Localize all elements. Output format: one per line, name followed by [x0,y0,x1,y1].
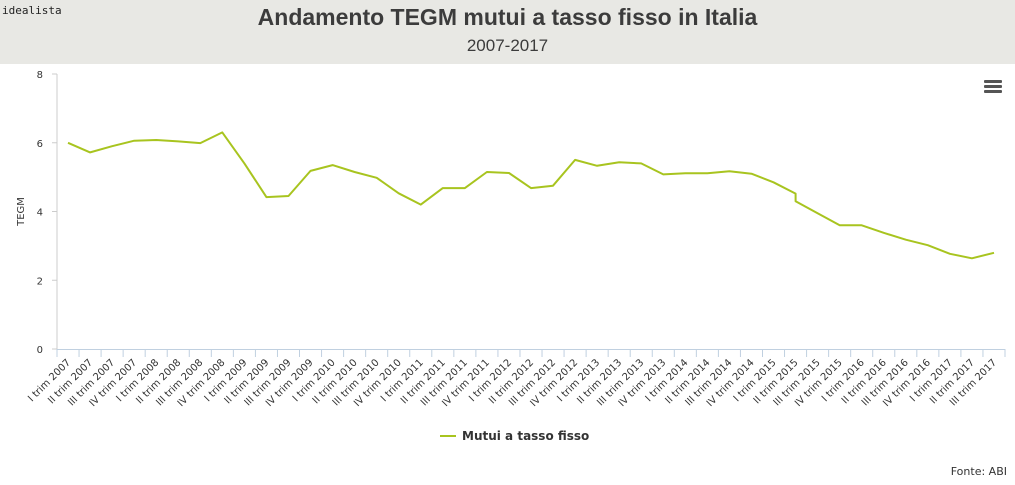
data-point [309,169,313,173]
chart-title: Andamento TEGM mutui a tasso fisso in It… [257,4,758,30]
data-point [948,252,952,256]
brand-logo: idealista [2,4,62,17]
data-point [705,171,709,175]
data-point [661,172,665,176]
data-point [595,164,599,168]
data-point [573,158,577,162]
data-point [176,139,180,143]
data-point [794,192,798,196]
data-point [419,203,423,207]
y-tick-label: 2 [37,276,43,287]
data-point [992,251,996,255]
data-point [286,194,290,198]
data-point [375,176,379,180]
data-point [154,138,158,142]
data-point [220,130,224,134]
data-point [970,256,974,260]
data-point [749,172,753,176]
data-point [617,160,621,164]
data-point [331,163,335,167]
data-point [397,191,401,195]
y-tick-label: 0 [37,345,43,356]
data-point [264,195,268,199]
chart-subtitle: 2007-2017 [466,36,549,55]
data-point [88,150,92,154]
legend-label: Mutui a tasso fisso [462,429,589,443]
data-point [198,141,202,145]
chart-header: idealista Andamento TEGM mutui a tasso f… [0,0,1015,64]
data-point [860,223,864,227]
data-point [132,139,136,143]
source-note: Fonte: ABI [950,465,1007,478]
data-point [485,170,489,174]
data-point [110,144,114,148]
data-point [529,186,533,190]
data-point [772,180,776,184]
data-point [683,171,687,175]
data-point [551,184,555,188]
hamburger-menu-icon[interactable] [984,80,1002,94]
data-point [727,169,731,173]
y-tick-label: 6 [37,139,43,150]
data-point [882,231,886,235]
data-point [441,186,445,190]
data-point [794,199,798,203]
data-point [66,141,70,145]
data-point [507,171,511,175]
data-point [463,186,467,190]
data-point [816,211,820,215]
data-point [353,170,357,174]
data-point [242,161,246,165]
y-tick-label: 4 [37,208,43,219]
data-point [904,238,908,242]
data-point [639,161,643,165]
y-axis-title: TEGM [16,197,27,227]
y-tick-label: 8 [37,70,43,81]
series-line [67,131,995,260]
data-point [838,223,842,227]
data-point [926,243,930,247]
